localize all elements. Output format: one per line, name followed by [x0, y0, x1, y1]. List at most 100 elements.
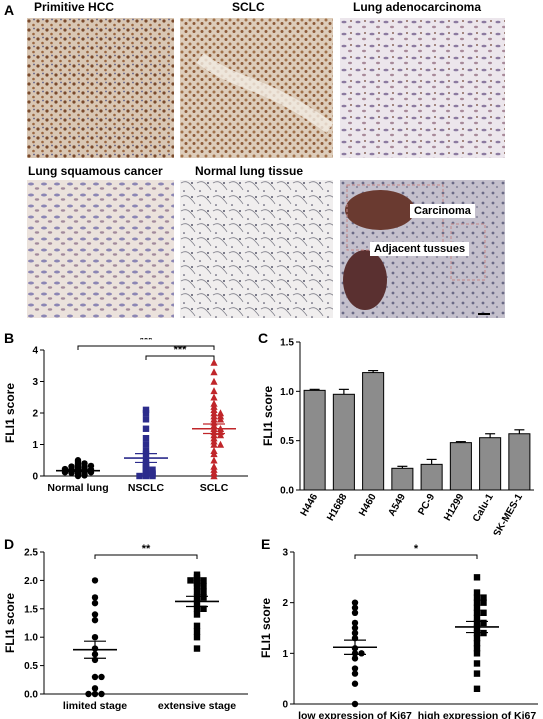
data-point: [193, 588, 201, 595]
data-point: [142, 447, 150, 454]
data-point: [473, 604, 481, 611]
panel-letter-e: E: [261, 536, 271, 552]
data-point: [473, 670, 481, 677]
significance-bracket: [77, 345, 215, 350]
data-point: [473, 634, 481, 642]
data-point: [351, 599, 359, 606]
data-point: [142, 435, 150, 442]
y-tick-label: 0: [282, 700, 288, 711]
data-point: [216, 440, 225, 448]
x-category-label: limited stage: [63, 700, 127, 712]
data-point: [351, 655, 359, 662]
data-point: [98, 690, 105, 698]
y-tick-label: 2: [282, 598, 288, 609]
data-point: [210, 456, 218, 464]
bar: [303, 389, 326, 491]
micrograph-tissue-overview: Carcinoma Adjacent tussues: [340, 180, 505, 318]
data-point: [91, 685, 99, 692]
data-point: [480, 609, 487, 616]
x-category-label: low expression of Ki67: [298, 710, 412, 719]
data-point: [98, 673, 105, 681]
micrograph-adenocarcinoma-texture: [340, 18, 505, 158]
data-point: [480, 619, 487, 627]
data-point: [473, 594, 481, 601]
y-tick-label: 0: [32, 472, 38, 483]
panel-letter-c: C: [258, 330, 269, 346]
data-point: [142, 425, 150, 432]
micrograph-sclc-texture: [180, 18, 333, 158]
micrograph-adenocarcinoma: [340, 18, 505, 158]
bar: [362, 372, 385, 491]
significance-label: *: [414, 543, 419, 555]
x-category-label: H1688: [325, 492, 349, 523]
y-axis-label: FLI1 score: [3, 593, 17, 653]
micrograph-hcc-texture: [27, 18, 174, 158]
y-tick-label: 1.5: [24, 604, 38, 615]
data-point: [351, 609, 359, 616]
data-point: [193, 645, 201, 652]
data-point: [200, 577, 207, 584]
data-point: [480, 599, 487, 606]
data-point: [85, 690, 92, 698]
data-point: [87, 462, 95, 470]
image-title-normal-lung: Normal lung tissue: [195, 164, 304, 178]
data-point: [91, 577, 99, 584]
x-category-label: SCLC: [200, 482, 229, 494]
y-tick-label: 2.0: [24, 576, 38, 587]
x-category-label: SK-MES-1: [492, 492, 526, 535]
micrograph-hcc: [27, 18, 174, 158]
data-point: [473, 640, 481, 647]
significance-bracket: [354, 554, 478, 559]
data-point: [210, 358, 218, 366]
y-axis-label: FLI1 score: [259, 598, 273, 658]
bar: [449, 442, 472, 491]
data-point: [193, 628, 201, 635]
data-point: [480, 594, 487, 601]
significance-bracket: [94, 554, 198, 559]
y-tick-label: 1: [282, 649, 288, 660]
data-point: [210, 377, 218, 385]
data-point: [68, 463, 75, 470]
data-point: [91, 594, 99, 601]
data-point: [193, 571, 201, 578]
data-point: [200, 594, 207, 601]
chart-b: 0 1 2 3 4 FLI1 score Normal lung NSCLC SCLC *** **…: [3, 338, 248, 494]
bar: [508, 433, 531, 491]
data-point: [91, 673, 99, 681]
panel-letter-d: D: [4, 536, 15, 552]
data-point: [351, 629, 359, 637]
y-axis-label: FLI1 score: [261, 386, 275, 446]
data-point: [473, 574, 481, 581]
adjacent-tissues-label: Adjacent tussues: [370, 242, 470, 256]
panel-letter-a: A: [4, 2, 15, 18]
bar: [391, 467, 414, 491]
data-point: [358, 650, 365, 657]
data-point: [91, 634, 99, 641]
x-category-label: Calu-1: [471, 492, 496, 524]
y-axis-label: FLI1 score: [3, 383, 17, 443]
carcinoma-label: Carcinoma: [410, 204, 475, 218]
data-point: [91, 611, 99, 618]
y-tick-label: 0.5: [24, 661, 38, 672]
x-category-label: extensive stage: [158, 700, 236, 712]
data-point: [351, 700, 359, 708]
image-title-squamous: Lung squamous cancer: [28, 164, 163, 178]
x-category-label: H446: [299, 492, 321, 519]
y-tick-label: 3: [32, 377, 38, 388]
x-category-label: PC-9: [416, 492, 437, 518]
chart-c: 0.0 0.5 1.0 1.5 FLI1 score H446 H1688 H460 A549 P…: [261, 338, 534, 535]
data-point: [193, 622, 201, 630]
y-tick-label: 0.0: [24, 690, 38, 701]
chart-e: 0 1 2 3 FLI1 score low expression of Ki67 high…: [259, 543, 538, 719]
micrograph-squamous-texture: [27, 180, 174, 318]
x-category-label: NSCLC: [128, 482, 165, 494]
y-tick-label: 1.0: [24, 633, 38, 644]
micrograph-squamous: [27, 180, 174, 318]
data-point: [473, 614, 481, 622]
x-category-label: H1299: [442, 492, 466, 523]
data-point: [473, 685, 481, 692]
micrograph-normal-lung: [180, 180, 333, 318]
x-category-label: high expression of Ki67: [418, 710, 537, 719]
significance-label: **: [142, 543, 151, 555]
data-point: [351, 670, 359, 677]
